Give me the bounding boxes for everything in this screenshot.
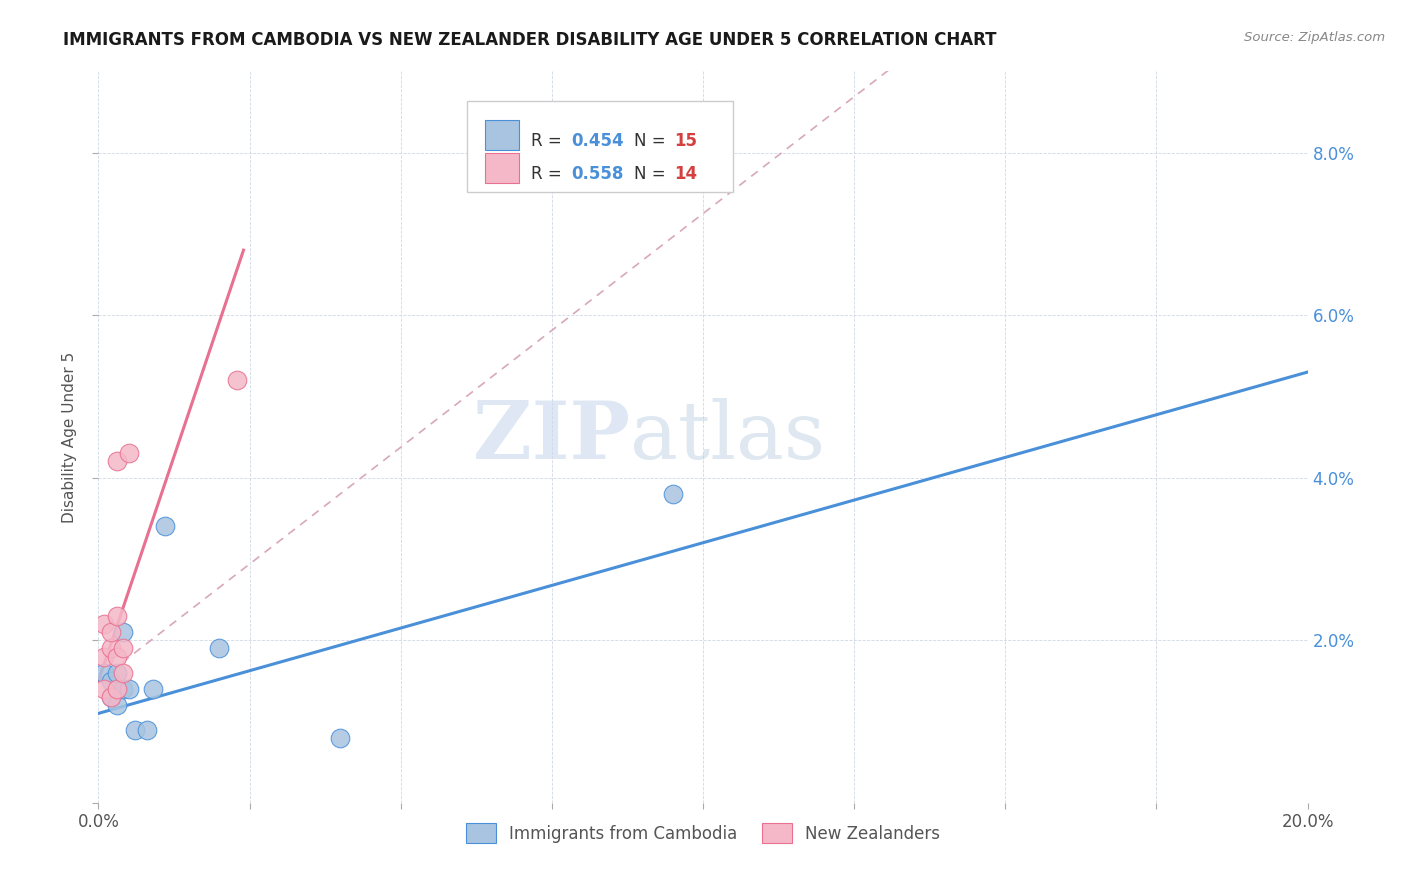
Point xyxy=(111,681,134,696)
Text: Source: ZipAtlas.com: Source: ZipAtlas.com xyxy=(1244,31,1385,45)
Point xyxy=(105,681,128,696)
Text: N =: N = xyxy=(634,165,671,183)
Point xyxy=(153,519,176,533)
Point xyxy=(124,723,146,737)
Point xyxy=(93,617,115,632)
Point xyxy=(118,446,141,460)
Point xyxy=(105,454,128,468)
Point xyxy=(111,641,134,656)
Point xyxy=(111,625,134,640)
Point xyxy=(118,681,141,696)
Text: atlas: atlas xyxy=(630,398,825,476)
Point xyxy=(105,649,128,664)
Point xyxy=(100,690,122,705)
Bar xyxy=(485,153,519,183)
Point xyxy=(100,690,122,705)
Point xyxy=(100,673,122,688)
Legend: Immigrants from Cambodia, New Zealanders: Immigrants from Cambodia, New Zealanders xyxy=(458,817,948,849)
Point xyxy=(661,487,683,501)
Point xyxy=(105,665,128,680)
Bar xyxy=(485,120,519,150)
Point xyxy=(105,698,128,713)
Text: IMMIGRANTS FROM CAMBODIA VS NEW ZEALANDER DISABILITY AGE UNDER 5 CORRELATION CHA: IMMIGRANTS FROM CAMBODIA VS NEW ZEALANDE… xyxy=(63,31,997,49)
Text: R =: R = xyxy=(531,165,567,183)
Text: R =: R = xyxy=(531,132,567,150)
Point xyxy=(208,641,231,656)
Text: 0.454: 0.454 xyxy=(571,132,624,150)
Point xyxy=(105,608,128,623)
Y-axis label: Disability Age Under 5: Disability Age Under 5 xyxy=(62,351,77,523)
Text: ZIP: ZIP xyxy=(474,398,630,476)
Text: 14: 14 xyxy=(673,165,697,183)
FancyBboxPatch shape xyxy=(467,101,734,192)
Point xyxy=(226,373,249,387)
Point xyxy=(135,723,157,737)
Point xyxy=(142,681,165,696)
Text: 15: 15 xyxy=(673,132,697,150)
Point xyxy=(100,625,122,640)
Text: N =: N = xyxy=(634,132,671,150)
Point xyxy=(329,731,352,745)
Point xyxy=(93,649,115,664)
Point xyxy=(111,665,134,680)
Point xyxy=(93,665,115,680)
Text: 0.558: 0.558 xyxy=(571,165,624,183)
Point xyxy=(100,641,122,656)
Point xyxy=(93,681,115,696)
